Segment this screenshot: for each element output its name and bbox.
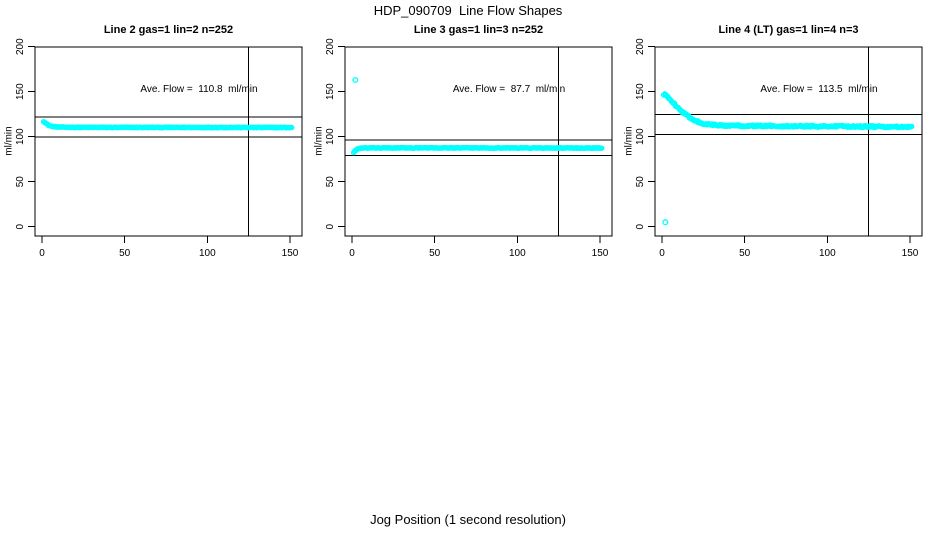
figure-title: HDP_090709 Line Flow Shapes	[373, 3, 563, 18]
svg-text:150: 150	[592, 248, 609, 259]
svg-text:150: 150	[902, 248, 919, 259]
svg-text:0: 0	[349, 248, 355, 259]
ave-flow-annotation-line2: Ave. Flow = 110.8 ml/min	[140, 84, 258, 95]
subplot-line3: 0 50 100 150 0 50 100 150 200 Line 3 gas=1 lin=3…	[310, 0, 626, 270]
svg-text:100: 100	[325, 128, 336, 145]
subplot-title-line3: Line 3 gas=1 lin=3 n=252	[413, 24, 544, 36]
subplot-line4: 0 50 100 150 0 50 100 150 200 Line 4 (LT) gas=1 …	[620, 0, 936, 270]
svg-text:200: 200	[635, 38, 646, 55]
x-axis-label: Jog Position (1 second resolution)	[370, 512, 566, 527]
svg-text:0: 0	[659, 248, 665, 259]
svg-text:50: 50	[429, 248, 441, 259]
svg-text:100: 100	[15, 128, 26, 145]
subplot-line2: 0 50 100 150 0 50 100 150 200 Line 2 gas=1 lin=2…	[0, 0, 316, 270]
svg-text:150: 150	[635, 83, 646, 100]
svg-text:0: 0	[15, 223, 26, 229]
svg-text:200: 200	[325, 38, 336, 55]
svg-text:100: 100	[819, 248, 836, 259]
y-axis-label-line4: ml/min	[623, 126, 635, 156]
plot-canvas-line4: 0 50 100 150 0 50 100 150 200	[635, 38, 923, 259]
plot-canvas-line2: 0 50 100 150 0 50 100 150 200	[15, 38, 303, 259]
svg-text:50: 50	[325, 176, 336, 188]
svg-text:50: 50	[15, 176, 26, 188]
svg-text:0: 0	[39, 248, 45, 259]
svg-text:200: 200	[15, 38, 26, 55]
svg-text:150: 150	[282, 248, 299, 259]
subplot-title-line4: Line 4 (LT) gas=1 lin=4 n=3	[718, 24, 859, 36]
svg-text:150: 150	[15, 83, 26, 100]
ave-flow-annotation-line3: Ave. Flow = 87.7 ml/min	[452, 84, 566, 95]
svg-text:100: 100	[199, 248, 216, 259]
svg-text:100: 100	[509, 248, 526, 259]
svg-text:0: 0	[325, 223, 336, 229]
svg-text:50: 50	[119, 248, 131, 259]
y-axis-label-line2: ml/min	[3, 126, 15, 156]
y-axis-label-line3: ml/min	[313, 126, 325, 156]
svg-text:0: 0	[635, 223, 646, 229]
svg-text:50: 50	[739, 248, 751, 259]
svg-text:50: 50	[635, 176, 646, 188]
plot-canvas-line3: 0 50 100 150 0 50 100 150 200	[325, 38, 613, 259]
subplot-title-line2: Line 2 gas=1 lin=2 n=252	[103, 24, 234, 36]
svg-text:150: 150	[325, 83, 336, 100]
svg-text:100: 100	[635, 128, 646, 145]
ave-flow-annotation-line4: Ave. Flow = 113.5 ml/min	[760, 84, 878, 95]
